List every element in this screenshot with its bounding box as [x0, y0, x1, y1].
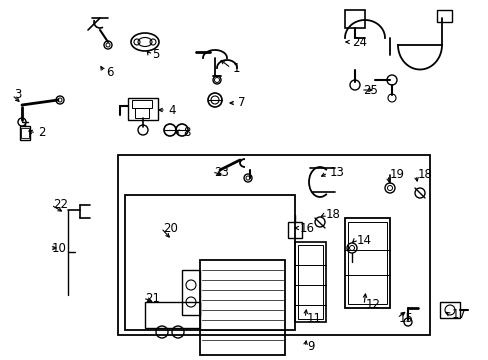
Text: 12: 12	[365, 298, 380, 311]
Text: 22: 22	[53, 198, 68, 211]
Text: 18: 18	[417, 168, 432, 181]
Text: 1: 1	[232, 62, 240, 75]
Bar	[128, 98, 158, 120]
Text: 24: 24	[351, 36, 366, 49]
Text: 25: 25	[362, 84, 377, 96]
Text: 20: 20	[163, 221, 178, 234]
Bar	[345, 10, 364, 28]
Bar	[125, 195, 294, 330]
Bar	[345, 218, 389, 308]
Bar	[287, 222, 302, 238]
Text: 16: 16	[299, 221, 314, 234]
Text: 14: 14	[356, 234, 371, 247]
Bar	[439, 302, 459, 318]
Text: 19: 19	[389, 168, 404, 181]
Bar	[135, 108, 149, 118]
Text: 2: 2	[38, 126, 45, 139]
Bar	[200, 260, 285, 355]
Text: 17: 17	[451, 309, 466, 321]
Bar	[21, 128, 29, 138]
Text: 9: 9	[306, 341, 314, 354]
Text: 21: 21	[145, 292, 160, 305]
Text: 7: 7	[238, 96, 245, 109]
Bar	[182, 270, 200, 315]
Text: 4: 4	[168, 104, 175, 117]
Text: 10: 10	[52, 242, 67, 255]
Text: 15: 15	[398, 311, 413, 324]
Text: 3: 3	[14, 89, 21, 102]
Bar	[294, 242, 325, 322]
Bar	[297, 245, 323, 319]
Text: 5: 5	[152, 49, 159, 62]
Bar	[118, 155, 429, 335]
Text: 13: 13	[329, 166, 344, 180]
Text: 18: 18	[325, 208, 340, 221]
Bar	[132, 100, 152, 108]
Text: 6: 6	[106, 66, 113, 78]
Bar	[20, 126, 30, 140]
Text: 8: 8	[183, 126, 190, 139]
Bar	[145, 302, 200, 328]
Bar	[436, 10, 451, 22]
Text: 11: 11	[306, 311, 321, 324]
Text: 23: 23	[214, 166, 228, 179]
Bar	[347, 222, 386, 304]
